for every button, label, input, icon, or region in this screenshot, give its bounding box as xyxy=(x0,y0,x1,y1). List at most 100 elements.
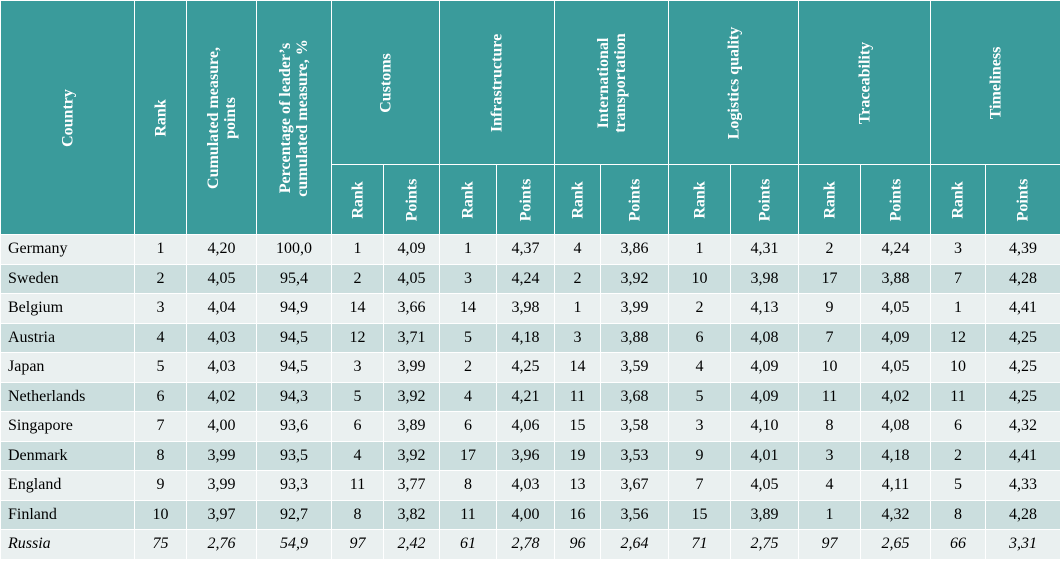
cell-sub-points: 3,66 xyxy=(383,293,440,324)
cell-sub-points: 4,21 xyxy=(496,381,555,412)
cell-sub-points: 4,13 xyxy=(730,293,799,324)
cell-sub-points: 4,39 xyxy=(985,234,1060,265)
cell-sub-rank: 2 xyxy=(798,234,861,265)
cell-sub-points: 4,25 xyxy=(985,352,1060,383)
cell-sub-points: 3,96 xyxy=(496,440,555,471)
cell-cumulated: 4,20 xyxy=(186,234,257,265)
cell-sub-points: 4,03 xyxy=(496,470,555,501)
cell-sub-rank: 15 xyxy=(668,499,731,530)
cell-sub-rank: 7 xyxy=(668,470,731,501)
cell-percentage: 94,3 xyxy=(256,381,332,412)
cell-sub-rank: 13 xyxy=(554,470,601,501)
cell-percentage: 93,3 xyxy=(256,470,332,501)
cell-cumulated: 3,99 xyxy=(186,440,257,471)
cell-sub-points: 4,25 xyxy=(496,352,555,383)
table-row: Germany 1 4,20 100,0 1 4,09 1 4,37 4 3,86 1 4,31 2 4,… xyxy=(0,234,1060,265)
cell-sub-points: 4,18 xyxy=(496,322,555,353)
cell-sub-rank: 5 xyxy=(930,470,986,501)
cell-percentage: 100,0 xyxy=(256,234,332,265)
cell-sub-points: 3,88 xyxy=(600,322,669,353)
cell-sub-points: 4,41 xyxy=(985,440,1060,471)
cell-sub-points: 3,88 xyxy=(860,263,931,294)
cell-country: Singapore xyxy=(0,411,135,442)
cell-country: Netherlands xyxy=(0,381,135,412)
cell-sub-points: 3,31 xyxy=(985,529,1060,560)
cell-cumulated: 4,03 xyxy=(186,322,257,353)
cell-sub-rank: 19 xyxy=(554,440,601,471)
header-timeliness: Timeliness xyxy=(930,0,1060,165)
cell-sub-rank: 2 xyxy=(439,352,497,383)
subheader-points: Points xyxy=(496,164,555,235)
cell-sub-rank: 9 xyxy=(668,440,731,471)
cell-sub-rank: 8 xyxy=(930,499,986,530)
cell-sub-points: 4,10 xyxy=(730,411,799,442)
cell-sub-rank: 1 xyxy=(331,234,384,265)
cell-sub-rank: 8 xyxy=(331,499,384,530)
cell-sub-rank: 1 xyxy=(439,234,497,265)
cell-sub-points: 4,37 xyxy=(496,234,555,265)
cell-sub-rank: 66 xyxy=(930,529,986,560)
cell-sub-rank: 10 xyxy=(668,263,731,294)
table-row: Finland 10 3,97 92,7 8 3,82 11 4,00 16 3,56 15 3,89… xyxy=(0,499,1060,530)
cell-sub-rank: 4 xyxy=(439,381,497,412)
cell-sub-rank: 10 xyxy=(798,352,861,383)
cell-cumulated: 3,99 xyxy=(186,470,257,501)
cell-country: Germany xyxy=(0,234,135,265)
cell-sub-rank: 12 xyxy=(930,322,986,353)
cell-sub-points: 4,33 xyxy=(985,470,1060,501)
cell-sub-rank: 4 xyxy=(668,352,731,383)
cell-rank: 10 xyxy=(134,499,187,530)
cell-sub-points: 4,32 xyxy=(860,499,931,530)
cell-sub-rank: 6 xyxy=(668,322,731,353)
cell-percentage: 95,4 xyxy=(256,263,332,294)
cell-sub-rank: 10 xyxy=(930,352,986,383)
cell-sub-points: 4,05 xyxy=(860,293,931,324)
table-row: Sweden 2 4,05 95,4 2 4,05 3 4,24 2 3,92 10 3,98 17 3,… xyxy=(0,263,1060,294)
cell-rank: 75 xyxy=(134,529,187,560)
cell-sub-rank: 17 xyxy=(439,440,497,471)
cell-sub-points: 4,31 xyxy=(730,234,799,265)
cell-sub-points: 3,59 xyxy=(600,352,669,383)
cell-sub-rank: 2 xyxy=(554,263,601,294)
cell-sub-points: 4,32 xyxy=(985,411,1060,442)
cell-sub-rank: 97 xyxy=(798,529,861,560)
cell-rank: 3 xyxy=(134,293,187,324)
cell-sub-rank: 3 xyxy=(668,411,731,442)
cell-sub-points: 3,99 xyxy=(600,293,669,324)
cell-rank: 6 xyxy=(134,381,187,412)
cell-sub-points: 4,25 xyxy=(985,381,1060,412)
cell-country: Belgium xyxy=(0,293,135,324)
subheader-rank: Rank xyxy=(798,164,861,235)
cell-sub-rank: 15 xyxy=(554,411,601,442)
cell-sub-rank: 1 xyxy=(798,499,861,530)
cell-sub-rank: 97 xyxy=(331,529,384,560)
cell-sub-rank: 96 xyxy=(554,529,601,560)
cell-percentage: 93,5 xyxy=(256,440,332,471)
cell-sub-rank: 6 xyxy=(439,411,497,442)
cell-percentage: 93,6 xyxy=(256,411,332,442)
cell-sub-points: 3,89 xyxy=(730,499,799,530)
cell-sub-points: 3,58 xyxy=(600,411,669,442)
cell-sub-points: 3,98 xyxy=(730,263,799,294)
subheader-points: Points xyxy=(383,164,440,235)
header-percentage: Percentage of leader’s cumulated measure… xyxy=(256,0,332,235)
cell-country: Austria xyxy=(0,322,135,353)
cell-cumulated: 2,76 xyxy=(186,529,257,560)
cell-sub-rank: 1 xyxy=(554,293,601,324)
cell-sub-points: 3,82 xyxy=(383,499,440,530)
cell-sub-rank: 11 xyxy=(439,499,497,530)
cell-sub-points: 3,89 xyxy=(383,411,440,442)
cell-cumulated: 4,05 xyxy=(186,263,257,294)
cell-rank: 4 xyxy=(134,322,187,353)
cell-sub-rank: 1 xyxy=(668,234,731,265)
cell-sub-rank: 71 xyxy=(668,529,731,560)
cell-sub-rank: 11 xyxy=(554,381,601,412)
table-body: Germany 1 4,20 100,0 1 4,09 1 4,37 4 3,86 1 4,31 2 4,… xyxy=(0,234,1060,560)
cell-sub-points: 4,24 xyxy=(496,263,555,294)
header-traceability: Traceability xyxy=(798,0,931,165)
subheader-points: Points xyxy=(985,164,1060,235)
cell-sub-points: 4,18 xyxy=(860,440,931,471)
cell-percentage: 54,9 xyxy=(256,529,332,560)
cell-country: Russia xyxy=(0,529,135,560)
